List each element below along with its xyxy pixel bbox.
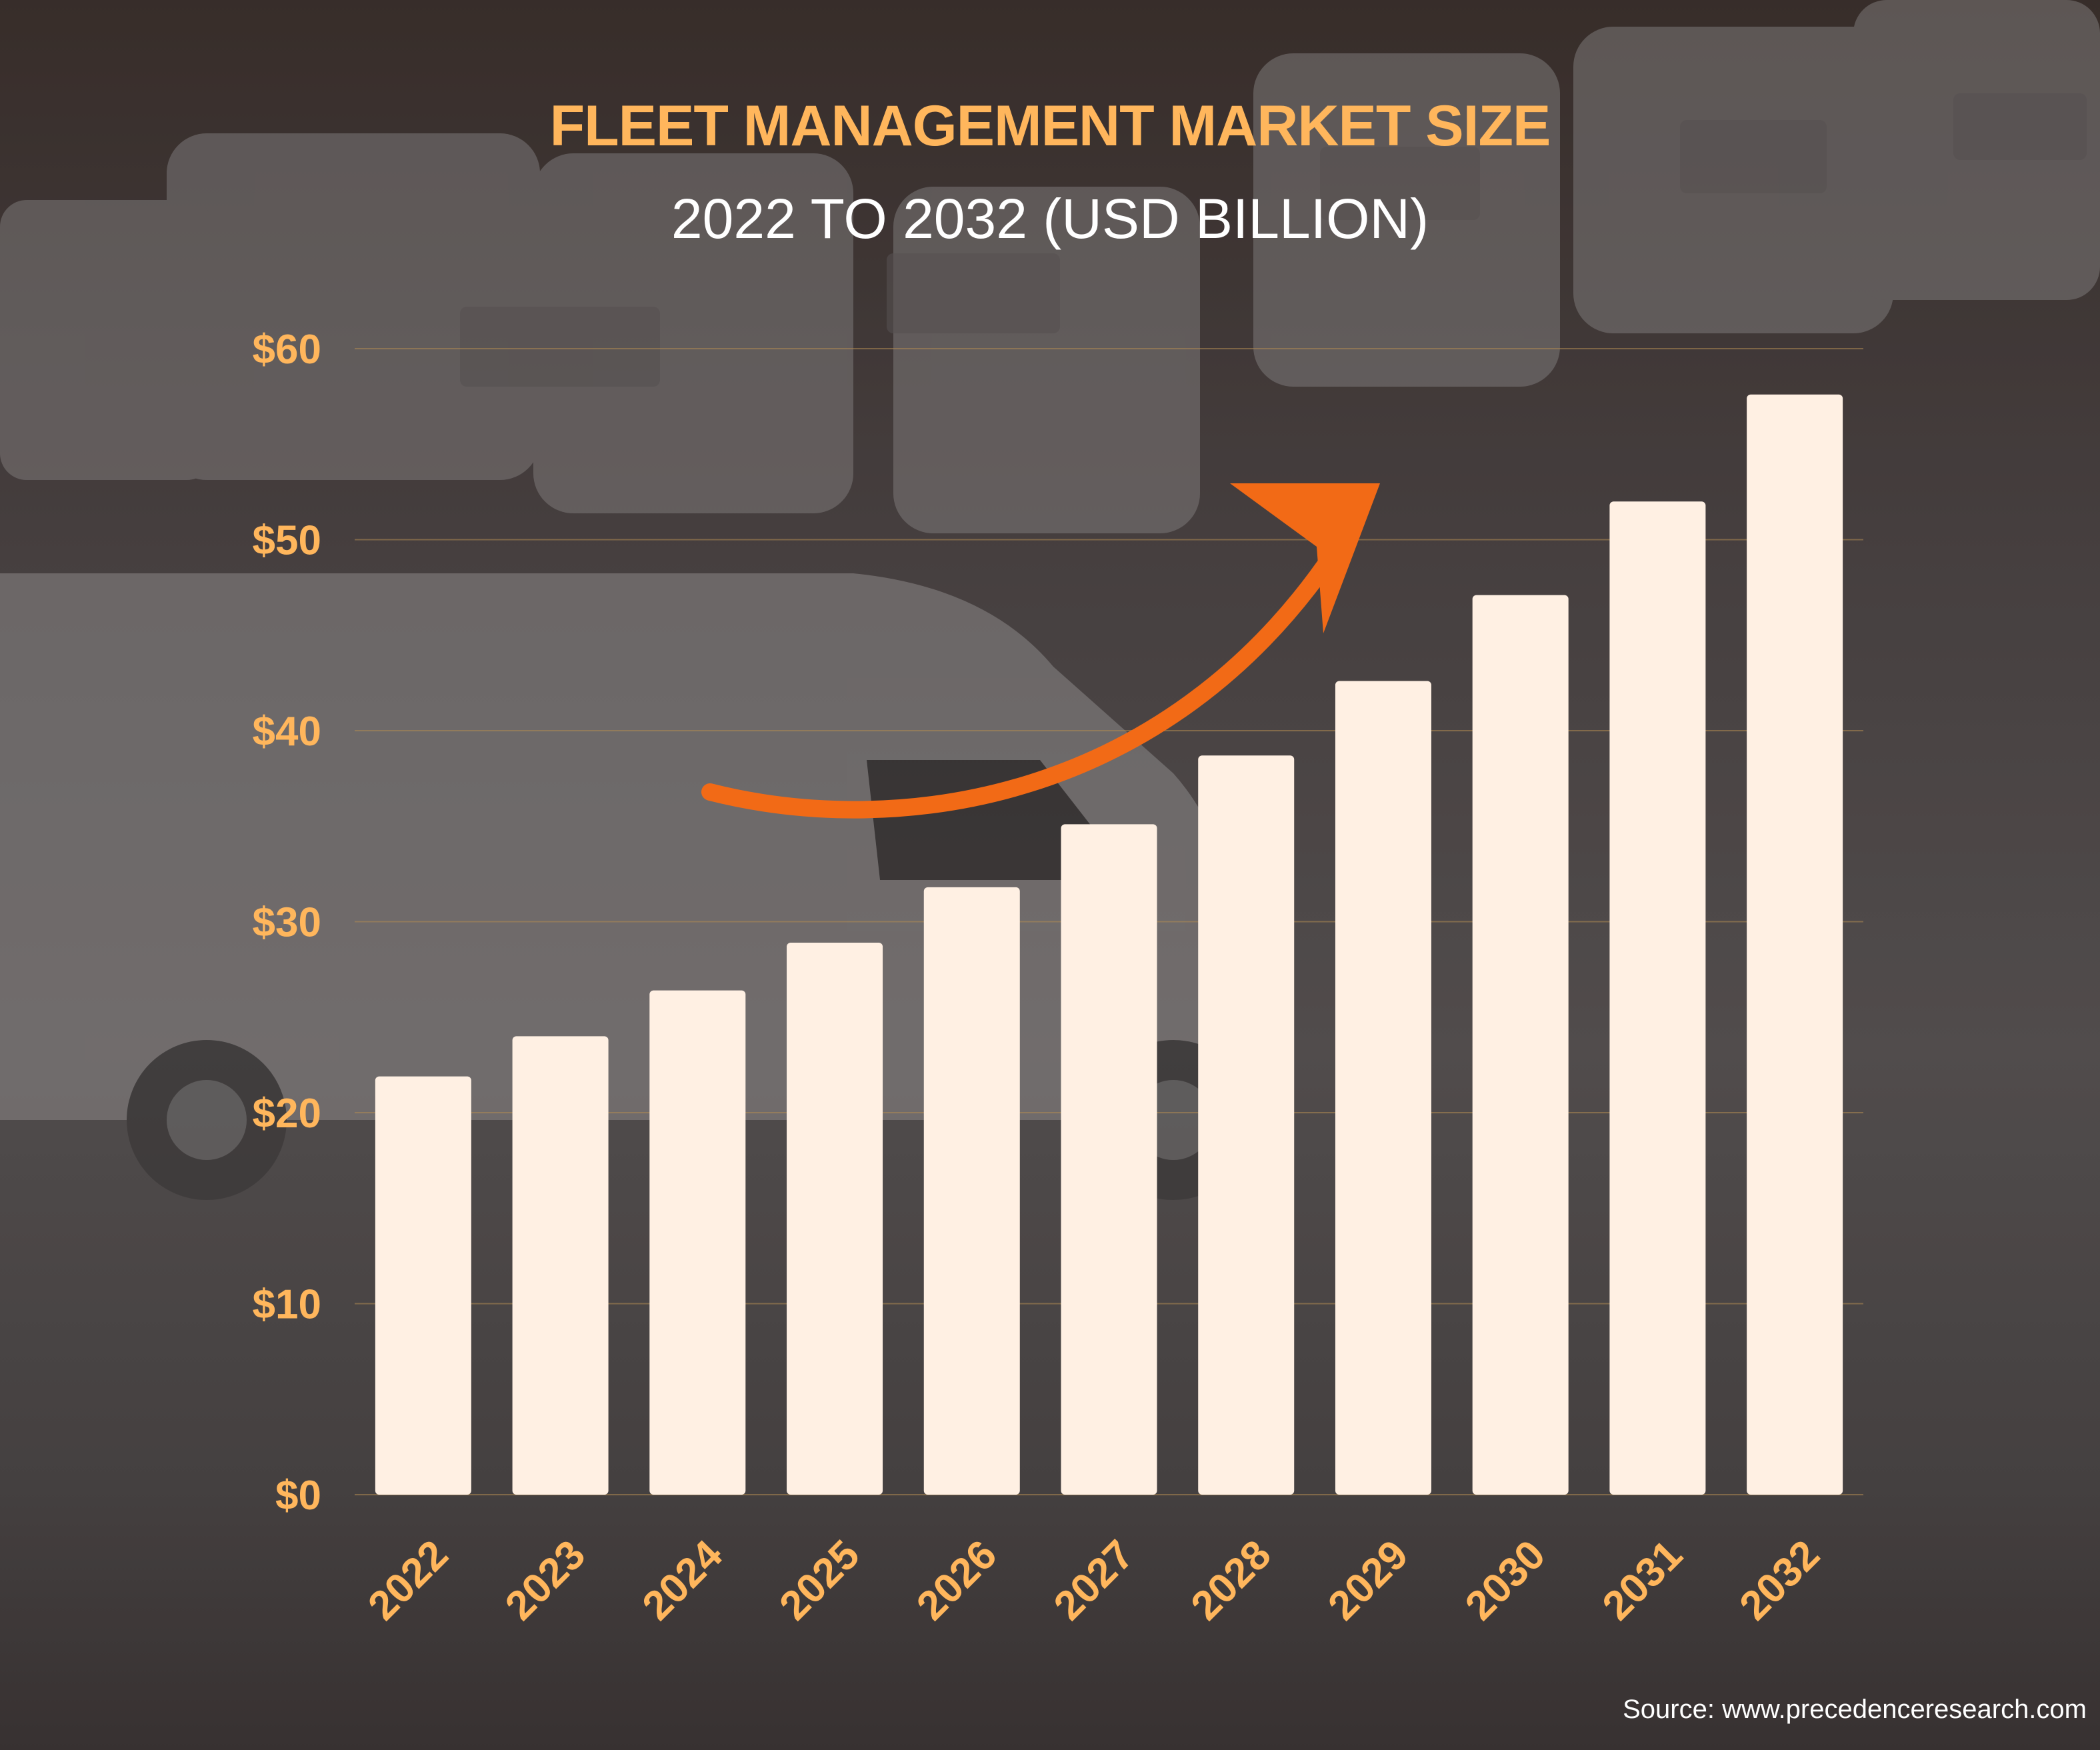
x-tick-label: 2023 (497, 1531, 594, 1629)
bar-2024 (649, 990, 746, 1495)
x-axis-ticks: 2022 2023 2024 2025 2026 2027 2028 2029 2030 2031… (359, 1531, 1829, 1629)
x-tick-label: 2022 (359, 1531, 457, 1629)
y-tick-label: $0 (275, 1473, 321, 1519)
x-tick-label: 2030 (1457, 1531, 1554, 1629)
x-tick-label: 2024 (634, 1531, 732, 1629)
bar-2025 (787, 943, 883, 1495)
x-tick-label: 2027 (1045, 1531, 1143, 1629)
x-tick-label: 2028 (1183, 1531, 1280, 1629)
bar-2026 (923, 887, 1020, 1495)
x-tick-label: 2032 (1731, 1531, 1828, 1629)
x-tick-label: 2026 (908, 1531, 1005, 1629)
y-tick-label: $30 (253, 900, 321, 946)
x-tick-label: 2025 (771, 1531, 868, 1629)
y-tick-label: $40 (253, 709, 321, 755)
bar-2028 (1198, 755, 1295, 1495)
y-axis-ticks: $0 $10 $20 $30 $40 $50 $60 (253, 327, 321, 1519)
x-tick-label: 2029 (1319, 1531, 1417, 1629)
bar-2029 (1335, 681, 1431, 1495)
bar-2022 (375, 1076, 471, 1495)
source-credit: Source: www.precedenceresearch.com (1623, 1695, 2087, 1724)
growth-arrow-icon (701, 483, 1380, 819)
y-tick-label: $50 (253, 518, 321, 564)
bar-2023 (512, 1036, 609, 1495)
bar-2031 (1609, 501, 1706, 1495)
y-tick-label: $10 (253, 1282, 321, 1328)
y-tick-label: $20 (253, 1091, 321, 1137)
bar-2030 (1472, 595, 1569, 1495)
y-tick-label: $60 (253, 327, 321, 373)
bar-2032 (1747, 394, 1843, 1495)
bars (375, 394, 1843, 1495)
chart-title: FLEET MANAGEMENT MARKET SIZE (549, 94, 1551, 158)
x-tick-label: 2031 (1594, 1531, 1691, 1629)
bar-2027 (1061, 824, 1157, 1495)
chart-subtitle: 2022 TO 2032 (USD BILLION) (671, 187, 1429, 250)
